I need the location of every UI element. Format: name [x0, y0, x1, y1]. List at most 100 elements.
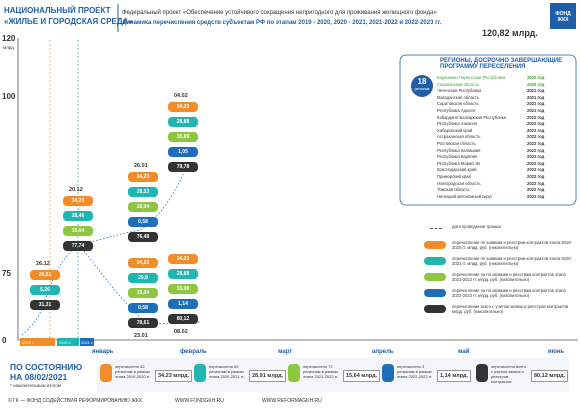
date-label: 26.12 [36, 261, 50, 267]
axis-unit: млрд. [3, 45, 15, 50]
year-label: 2021 г. [81, 340, 94, 345]
region-name: Саратовская область [437, 101, 479, 107]
subtitle: Динамика перечисления средств субъектам … [122, 20, 442, 26]
amount-pill: 28,88 [168, 117, 198, 127]
legend-icon [424, 273, 446, 281]
summary-value: 1,14 млрд. [437, 370, 472, 382]
legend-text: перечисление по заявкам и реестрам контр… [452, 240, 572, 250]
amount-pill: 34,23 [168, 102, 198, 112]
region-year: 2022 год [527, 134, 545, 140]
amount-pill: 1,14 [168, 299, 198, 309]
region-year: 2021 год [527, 108, 545, 113]
summary-note: * накопительным итогом [10, 383, 62, 388]
y-tick-label: 75 [2, 269, 11, 278]
date-label: 04.02 [174, 93, 188, 99]
summary-icon [288, 364, 300, 382]
legend-icon [424, 289, 446, 297]
regions-title: РЕГИОНЫ, ДОСРОЧНО ЗАВЕРШАЮЩИЕ ПРОГРАММУ … [440, 58, 563, 70]
region-name: Магаданская область [437, 94, 479, 100]
project: Федеральный проект «Обеспечение устойчив… [122, 10, 437, 16]
amount-pill: 28,88 [168, 269, 198, 279]
summary-text: перечислено 82 регионам в рамках этапа 2… [209, 364, 245, 379]
region-name: Приморский край [437, 174, 471, 179]
copyright: © ГК — ФОНД СОДЕЙСТВИЯ РЕФОРМИРОВАНИЮ ЖК… [8, 398, 143, 404]
region-year: 2022 год [527, 174, 545, 179]
date-label: 26.01 [134, 163, 148, 169]
region-year: 2021 год [527, 94, 545, 100]
region-year: 2022 год [527, 167, 545, 173]
legend-icon [424, 305, 446, 313]
region-year: 2022 год [527, 114, 545, 120]
amount-pill: 80,12 [168, 314, 198, 324]
year-label: 2019 г. [22, 340, 35, 345]
region-name: Ненецкий автономный округ [437, 193, 493, 199]
summary-value: 80,12 млрд. [531, 370, 569, 382]
legend-icon [424, 257, 446, 265]
amount-pill: 5,26 [30, 285, 60, 295]
region-name: Кабардино-Балкарская Республика [437, 114, 507, 120]
region-name: Республика Марий Эл [437, 160, 481, 166]
amount-pill: 16,04 [63, 226, 93, 236]
amount-pill: 79,78 [168, 162, 198, 172]
date-label: 20.12 [69, 187, 83, 193]
summary-icon [476, 364, 488, 382]
region-count: 18 [417, 77, 427, 86]
amount-pill: 34,23 [168, 254, 198, 264]
summary-text: перечислено 72 регионам в рамках этапа 2… [303, 364, 339, 379]
amount-pill: 1,05 [168, 147, 198, 157]
month-label: май [458, 349, 470, 355]
summary-text: перечислено 82 регионам в рамках этапа 2… [115, 364, 151, 379]
summary-icon [194, 364, 206, 382]
region-year: 2021 год [527, 88, 545, 94]
summary-icon [382, 364, 394, 382]
region-name: Новгородская область [437, 180, 481, 186]
summary-value: 34,23 млрд. [155, 370, 193, 382]
region-year: 2020 год [527, 81, 545, 87]
amount-pill: 28,53 [128, 187, 158, 197]
region-year: 2021 год [527, 101, 545, 107]
region-name: Республика Хакасия [437, 121, 477, 127]
region-year: 2022 год [527, 193, 545, 199]
amount-pill: 29,8 [128, 273, 158, 283]
amount-pill: 78,61 [128, 318, 158, 328]
total: 120,82 млрд. [482, 28, 538, 38]
legend-icon [430, 228, 442, 229]
site: WWW.REFORMAGKH.RU [262, 398, 322, 404]
amount-pill: 34,23 [128, 172, 158, 182]
amount-pill: 28,46 [63, 211, 93, 221]
year-label: 2020 г. [59, 340, 72, 345]
amount-pill: 77,74 [63, 241, 93, 251]
region-count-label: регионов [414, 87, 430, 91]
region-name: Республика Карелия [437, 154, 478, 160]
region-name: Чеченская Республика [437, 88, 482, 94]
region-year: 2022 год [527, 160, 545, 166]
y-tick-label: 0 [2, 336, 7, 345]
amount-pill: 26,01 [30, 270, 60, 280]
summary-text: перечислено 4 регионам в рамках этапа 20… [397, 364, 433, 379]
amount-pill: 15,98 [168, 284, 198, 294]
logo: ФОНД ЖКХ [555, 11, 571, 23]
region-name: Карачаево-Черкесская Республика [437, 75, 506, 80]
legend-text: перечисление по по заявкам и реестрам ко… [452, 272, 566, 282]
month-label: апрель [372, 349, 394, 355]
legend-text: дата проведения транша [452, 224, 501, 229]
month-label: январь [92, 349, 114, 355]
summary-icon [100, 364, 112, 382]
month-label: февраль [180, 349, 207, 355]
region-name: Астраханская область [437, 134, 481, 140]
legend-text: перечисление по заявкам и реестрам контр… [452, 256, 572, 266]
summary-text: перечислено всего с учетом заявок и реес… [491, 364, 527, 384]
region-year: 2022 год [527, 180, 545, 186]
title: «ЖИЛЬЕ И ГОРОДСКАЯ СРЕДА» [4, 17, 133, 26]
region-name: Хабаровский край [437, 127, 473, 133]
region-year: 2020 год [527, 75, 545, 80]
month-label: июнь [548, 349, 565, 355]
amount-pill: 15,04 [128, 202, 158, 212]
region-year: 2022 год [527, 121, 545, 127]
amount-pill: 15,04 [128, 288, 158, 298]
region-year: 2022 год [527, 154, 545, 160]
region-year: 2022 год [527, 141, 545, 146]
amount-pill: 34,23 [128, 258, 158, 268]
legend-icon [424, 241, 446, 249]
summary-value: 28,91 млрд. [249, 370, 287, 382]
